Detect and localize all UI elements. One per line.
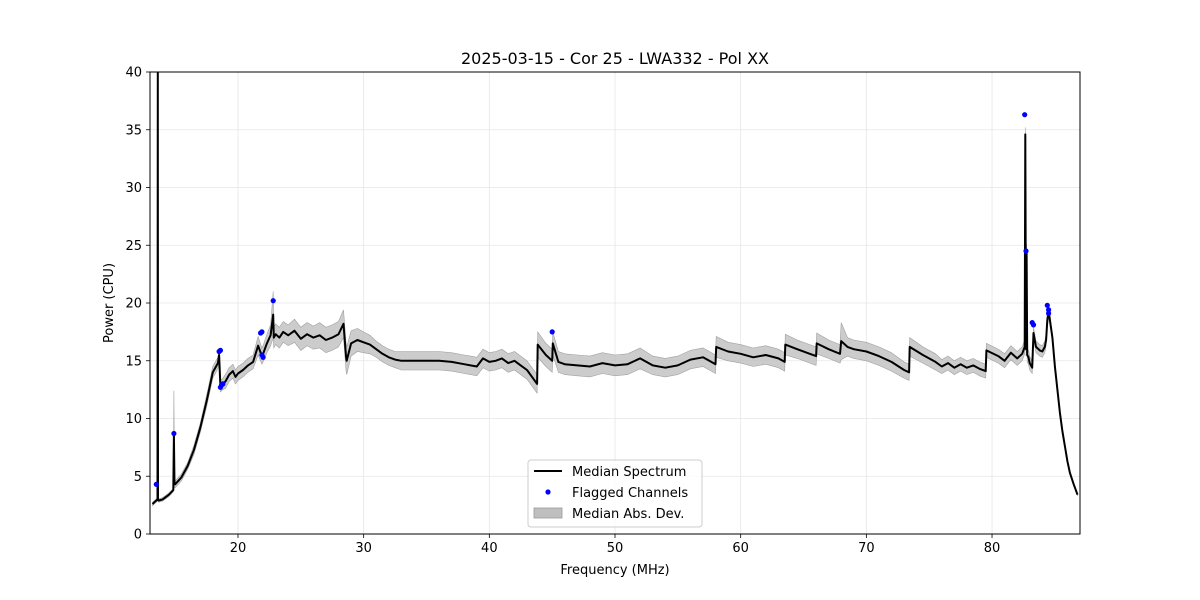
median-spectrum-line <box>151 72 1079 505</box>
flagged-channel-point <box>171 430 177 437</box>
flagged-channel-point <box>259 329 265 335</box>
x-tick-label: 70 <box>858 541 875 556</box>
legend-label-median-abs-dev: Median Abs. Dev. <box>572 507 684 522</box>
plot-area <box>151 72 1079 507</box>
y-tick-label: 0 <box>134 528 142 543</box>
y-tick-label: 25 <box>125 239 142 254</box>
x-tick-label: 80 <box>984 541 1001 556</box>
y-tick-label: 35 <box>125 123 142 138</box>
flagged-channel-point <box>549 329 555 335</box>
y-tick-label: 5 <box>134 470 142 485</box>
x-tick-label: 30 <box>355 541 372 556</box>
flagged-channel-point <box>260 354 266 360</box>
x-axis-label: Frequency (MHz) <box>560 563 669 578</box>
ticks: 20 30 40 50 60 70 80 0 5 10 15 20 25 30 35 40 <box>125 66 1000 557</box>
flagged-channel-point <box>270 298 276 304</box>
y-tick-label: 10 <box>125 412 142 427</box>
flagged-channel-point <box>1023 248 1029 254</box>
flagged-channel-point <box>1022 112 1028 118</box>
legend-patch-swatch <box>533 507 563 519</box>
y-tick-label: 20 <box>125 297 142 312</box>
legend-marker-swatch <box>545 489 551 495</box>
x-tick-label: 60 <box>732 541 749 556</box>
flagged-channel-point <box>1046 310 1052 316</box>
chart-title: 2025-03-15 - Cor 25 - LWA332 - Pol XX <box>461 49 769 68</box>
flagged-channel-point <box>1030 322 1037 328</box>
flagged-channel-point <box>220 381 226 387</box>
flagged-channel-point <box>217 347 223 353</box>
legend-label-flagged-channels: Flagged Channels <box>572 486 688 501</box>
y-tick-label: 30 <box>125 181 142 196</box>
x-tick-label: 40 <box>481 541 498 556</box>
flagged-channel-point <box>153 481 159 487</box>
y-tick-label: 40 <box>125 66 142 81</box>
mad-band <box>152 72 1078 507</box>
y-tick-label: 15 <box>125 354 142 369</box>
legend-label-median-spectrum: Median Spectrum <box>572 465 686 480</box>
x-tick-label: 50 <box>607 541 624 556</box>
flagged-channel-point <box>1044 302 1050 308</box>
legend-box <box>527 459 703 528</box>
legend: Median Spectrum Flagged Channels Median … <box>527 459 703 528</box>
y-axis-label: Power (CPU) <box>102 263 117 343</box>
x-tick-label: 20 <box>230 541 247 556</box>
